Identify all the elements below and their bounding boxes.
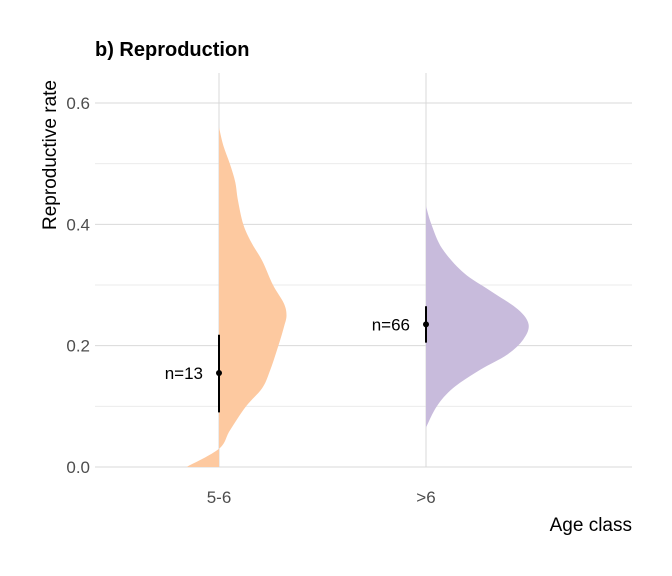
n-label: n=66 [372, 315, 410, 334]
mean-point [423, 321, 429, 328]
violins: n=13 n=66 [165, 127, 529, 468]
y-tick-label: 0.6 [66, 94, 90, 113]
x-tick-label: >6 [416, 488, 435, 507]
violin-over-6 [426, 206, 529, 428]
x-tick-labels: 5-6 >6 [207, 488, 436, 507]
x-tick-label: 5-6 [207, 488, 232, 507]
y-tick-label: 0.4 [66, 215, 90, 234]
x-axis-title: Age class [550, 515, 632, 536]
mean-point [216, 369, 222, 376]
grid [95, 73, 632, 468]
y-tick-label: 0.2 [66, 337, 90, 356]
y-tick-labels: 0.0 0.2 0.4 0.6 [66, 94, 90, 477]
chart-title: b) Reproduction [95, 39, 249, 61]
y-axis-title: Reproductive rate [40, 80, 61, 230]
violin-5-6 [186, 127, 287, 468]
n-label: n=13 [165, 364, 203, 383]
y-tick-label: 0.0 [66, 458, 90, 477]
